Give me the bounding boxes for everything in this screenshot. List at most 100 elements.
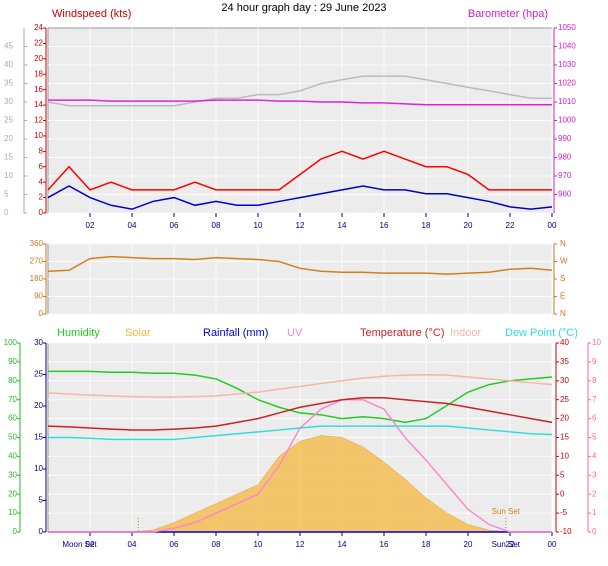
x-tick-label: 12 xyxy=(296,540,305,549)
y-tick-label: 30 xyxy=(34,338,43,347)
y-tick-label: 0 xyxy=(39,527,44,536)
x-tick-label: 06 xyxy=(170,540,179,549)
y-tick-label: 6 xyxy=(592,414,597,423)
y-tick-label: 18 xyxy=(34,69,43,78)
x-tick-label: 22 xyxy=(506,221,515,230)
y-tick-label: 1050 xyxy=(558,23,576,32)
y-tick-label: 50 xyxy=(8,433,17,442)
legend-entry: Solar xyxy=(125,327,151,339)
x-tick-label: 06 xyxy=(170,221,179,230)
x-tick-label: 00 xyxy=(548,540,557,549)
y-tick-label: 80 xyxy=(8,376,17,385)
y-tick-label: 8 xyxy=(39,146,44,155)
y-tick-label: W xyxy=(560,257,568,266)
line xyxy=(47,374,553,398)
y-tick-label: 0 xyxy=(39,208,44,217)
y-tick-label: 10 xyxy=(8,508,17,517)
y-tick-label: 2 xyxy=(39,193,44,202)
y-tick-label: 980 xyxy=(558,153,572,162)
y-tick-label: 4 xyxy=(39,177,44,186)
y-tick-label: 20 xyxy=(34,54,43,63)
y-tick-label: 35 xyxy=(4,79,13,88)
x-tick-label: 14 xyxy=(338,540,347,549)
y-tick-label: 30 xyxy=(560,376,569,385)
y-tick-label: 0 xyxy=(39,309,44,318)
y-tick-label: 180 xyxy=(30,274,44,283)
line xyxy=(47,255,553,275)
annotation: Sun Set xyxy=(492,507,521,516)
legend-entry: Rainfall (mm) xyxy=(203,327,268,339)
y-tick-label: 20 xyxy=(34,401,43,410)
axis-title: Barometer (hpa) xyxy=(468,8,548,20)
legend-entry: Humidity xyxy=(57,327,100,339)
line xyxy=(48,370,553,424)
x-tick-label: 00 xyxy=(548,221,557,230)
x-tick-label: 02 xyxy=(86,540,95,549)
y-tick-label: 10 xyxy=(560,452,569,461)
legend-entry: Dew Point (°C) xyxy=(505,327,578,339)
y-tick-label: 30 xyxy=(8,470,17,479)
y-tick-label: 70 xyxy=(8,395,17,404)
x-tick-label: 16 xyxy=(380,221,389,230)
x-tick-label: 12 xyxy=(296,221,305,230)
y-tick-label: 1 xyxy=(592,508,597,517)
y-tick-label: -10 xyxy=(560,527,572,536)
y-tick-label: 22 xyxy=(34,39,43,48)
y-tick-label: 270 xyxy=(30,257,44,266)
y-tick-label: S xyxy=(560,274,565,283)
y-tick-label: 90 xyxy=(8,357,17,366)
y-tick-label: 40 xyxy=(560,338,569,347)
y-tick-label: 4 xyxy=(592,452,597,461)
legend-entry: UV xyxy=(287,327,303,339)
y-tick-label: 1010 xyxy=(558,97,576,106)
legend-entry: Indoor xyxy=(450,327,482,339)
y-tick-label: 10 xyxy=(34,464,43,473)
y-tick-label: 25 xyxy=(560,395,569,404)
x-tick-label: 22 xyxy=(506,540,515,549)
line xyxy=(47,150,552,191)
y-tick-label: 0 xyxy=(560,489,565,498)
y-tick-label: -5 xyxy=(560,508,568,517)
y-tick-label: 40 xyxy=(8,452,17,461)
y-tick-label: 1020 xyxy=(558,79,576,88)
annotation: Moon Set xyxy=(62,540,97,549)
y-tick-label: 25 xyxy=(4,116,13,125)
y-tick-label: 60 xyxy=(8,414,17,423)
line xyxy=(47,397,553,431)
line xyxy=(48,425,553,441)
y-tick-label: 990 xyxy=(558,134,572,143)
y-tick-label: 20 xyxy=(8,489,17,498)
chart-title: 24 hour graph day : 29 June 2023 xyxy=(221,2,386,14)
legend-entry: Temperature (°C) xyxy=(360,327,444,339)
y-tick-label: 25 xyxy=(34,370,43,379)
axis-title: Windspeed (kts) xyxy=(52,8,131,20)
x-tick-label: 04 xyxy=(128,221,137,230)
y-tick-label: 10 xyxy=(592,338,601,347)
x-tick-label: 16 xyxy=(380,540,389,549)
y-tick-label: 20 xyxy=(560,414,569,423)
y-tick-label: 90 xyxy=(34,292,43,301)
x-tick-label: 18 xyxy=(422,540,431,549)
y-tick-label: 9 xyxy=(592,357,597,366)
line xyxy=(48,99,552,106)
y-tick-label: 970 xyxy=(558,171,572,180)
line xyxy=(47,75,552,107)
y-tick-label: 10 xyxy=(34,131,43,140)
y-tick-label: 20 xyxy=(4,134,13,143)
y-tick-label: 100 xyxy=(4,338,18,347)
y-tick-label: 1040 xyxy=(558,42,576,51)
y-tick-label: 360 xyxy=(30,239,44,248)
y-tick-label: 40 xyxy=(4,60,13,69)
y-tick-label: 45 xyxy=(4,42,13,51)
y-tick-label: 0 xyxy=(13,527,18,536)
y-tick-label: 15 xyxy=(4,153,13,162)
x-tick-label: 02 xyxy=(86,221,95,230)
x-tick-label: 04 xyxy=(128,540,137,549)
x-tick-label: 20 xyxy=(464,221,473,230)
x-tick-label: 10 xyxy=(254,221,263,230)
y-tick-label: 16 xyxy=(34,85,43,94)
y-tick-label: 24 xyxy=(34,23,43,32)
y-tick-label: 30 xyxy=(4,97,13,106)
x-tick-label: 20 xyxy=(464,540,473,549)
y-tick-label: 960 xyxy=(558,190,572,199)
